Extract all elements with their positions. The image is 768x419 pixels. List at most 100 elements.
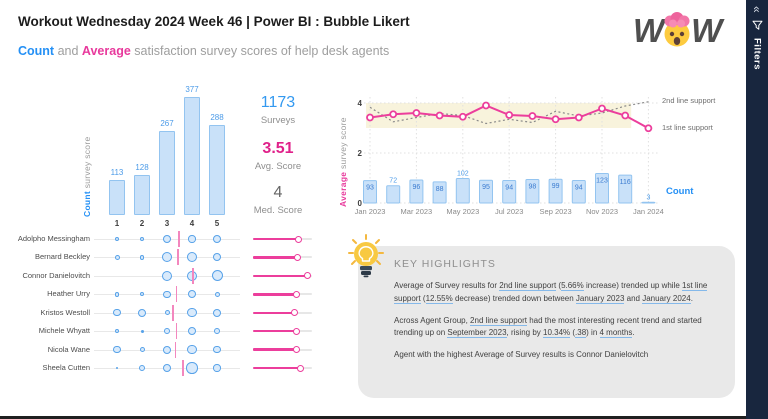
month-count-bar[interactable] <box>548 178 563 204</box>
likert-bubble[interactable] <box>114 254 120 260</box>
line-data-point[interactable] <box>621 111 630 120</box>
month-count-bar[interactable] <box>386 185 401 204</box>
agent-average-marker[interactable] <box>294 253 302 261</box>
agent-average-tick <box>182 360 184 376</box>
month-count-bar[interactable] <box>432 181 447 204</box>
exploding-head-emoji-icon <box>664 12 690 47</box>
likert-bubble[interactable] <box>162 252 172 263</box>
agent-average-marker[interactable] <box>304 272 311 280</box>
likert-bubble[interactable] <box>138 308 146 317</box>
agent-average-bar[interactable] <box>253 293 297 296</box>
line-data-point[interactable] <box>389 110 398 119</box>
likert-bubble[interactable] <box>139 255 145 260</box>
month-count-bar[interactable] <box>595 172 609 204</box>
agent-average-marker[interactable] <box>292 346 300 354</box>
line-data-point[interactable] <box>644 124 653 133</box>
likert-bubble[interactable] <box>213 364 221 372</box>
agent-average-tick <box>192 267 194 284</box>
agent-average-marker[interactable] <box>294 235 302 243</box>
line-data-point[interactable] <box>528 112 537 120</box>
likert-bubble[interactable] <box>113 309 121 317</box>
likert-bubble[interactable] <box>163 290 171 298</box>
line-data-point[interactable] <box>482 101 490 110</box>
score-bar[interactable] <box>109 180 125 215</box>
month-count-bar[interactable] <box>571 179 586 204</box>
score-bar-value-label: 377 <box>185 85 199 94</box>
agent-average-tick <box>174 341 176 358</box>
score-bar[interactable] <box>159 131 175 215</box>
agent-average-marker[interactable] <box>293 327 301 335</box>
likert-bubble[interactable] <box>187 308 197 318</box>
agent-average-bar[interactable] <box>253 311 295 315</box>
score-bar[interactable] <box>134 175 150 215</box>
agent-name-label: Adolpho Messingham <box>17 234 90 243</box>
line-data-point[interactable] <box>551 115 560 124</box>
likert-bubble[interactable] <box>213 308 221 317</box>
likert-bubble[interactable] <box>139 347 145 353</box>
likert-bubble[interactable] <box>164 328 170 335</box>
key-highlights-text: Average of Survey results for 2nd line s… <box>394 280 712 371</box>
agent-average-marker[interactable] <box>293 290 301 298</box>
likert-bubble[interactable] <box>138 364 146 372</box>
month-count-bar[interactable] <box>502 179 517 204</box>
line-data-point[interactable] <box>435 111 444 120</box>
likert-bubble[interactable] <box>187 344 197 355</box>
agent-average-bar[interactable] <box>253 256 298 259</box>
filters-pane[interactable]: « Filters <box>746 0 768 419</box>
agent-average-bar[interactable] <box>253 329 297 333</box>
likert-bubble[interactable] <box>114 328 120 334</box>
month-count-bar[interactable] <box>363 180 377 204</box>
likert-bubble[interactable] <box>213 235 221 243</box>
likert-bubble[interactable] <box>140 292 145 297</box>
expand-pane-icon[interactable]: « <box>750 6 764 13</box>
likert-bubble[interactable] <box>162 270 172 281</box>
likert-bubble[interactable] <box>211 270 223 282</box>
likert-bubble[interactable] <box>213 253 221 262</box>
likert-bubble[interactable] <box>164 310 170 316</box>
score-bar[interactable] <box>184 97 200 215</box>
line-data-point[interactable] <box>412 109 421 117</box>
month-count-label: 3 <box>646 194 650 201</box>
likert-bubble[interactable] <box>114 292 120 297</box>
agent-average-marker[interactable] <box>297 364 305 372</box>
line-data-point[interactable] <box>598 104 606 113</box>
likert-bubble[interactable] <box>139 236 145 242</box>
agent-average-bar[interactable] <box>253 348 296 351</box>
month-count-bar[interactable] <box>618 174 633 204</box>
agent-average-marker[interactable] <box>290 309 298 317</box>
likert-bubble[interactable] <box>187 252 197 263</box>
likert-bubble[interactable] <box>163 235 171 243</box>
line-data-point[interactable] <box>366 113 374 122</box>
agent-name-label: Heather Urry <box>47 289 90 299</box>
score-bar[interactable] <box>209 125 225 215</box>
likert-bubble[interactable] <box>188 235 196 243</box>
likert-bubble[interactable] <box>162 363 172 373</box>
line-data-point[interactable] <box>574 113 583 122</box>
month-count-label: 99 <box>552 183 560 190</box>
agent-average-bar[interactable] <box>253 237 299 241</box>
month-count-bar[interactable] <box>641 201 656 204</box>
line-data-point[interactable] <box>458 112 467 121</box>
likert-bubble[interactable] <box>188 290 196 299</box>
agent-average-bar[interactable] <box>253 274 308 278</box>
likert-bubble[interactable] <box>116 367 118 369</box>
likert-bubble[interactable] <box>163 345 171 354</box>
month-count-bar[interactable] <box>525 178 540 204</box>
likert-bubble[interactable] <box>113 345 121 354</box>
likert-bubble[interactable] <box>186 362 198 374</box>
agent-average-bar[interactable] <box>253 366 301 370</box>
month-count-bar[interactable] <box>409 179 424 204</box>
likert-bubble[interactable] <box>213 345 221 354</box>
line-data-point[interactable] <box>505 111 514 119</box>
likert-bubble[interactable] <box>188 327 196 336</box>
likert-bubble[interactable] <box>214 328 220 335</box>
month-count-bar[interactable] <box>479 179 493 204</box>
line-2nd-line-support[interactable] <box>369 101 649 125</box>
month-count-bar[interactable] <box>455 178 470 204</box>
agent-name-label: Michele Whyatt <box>38 326 90 336</box>
likert-bubble[interactable] <box>140 329 144 333</box>
likert-bubble[interactable] <box>214 291 220 297</box>
likert-bubble[interactable] <box>114 236 120 242</box>
month-count-label: 123 <box>596 177 608 184</box>
